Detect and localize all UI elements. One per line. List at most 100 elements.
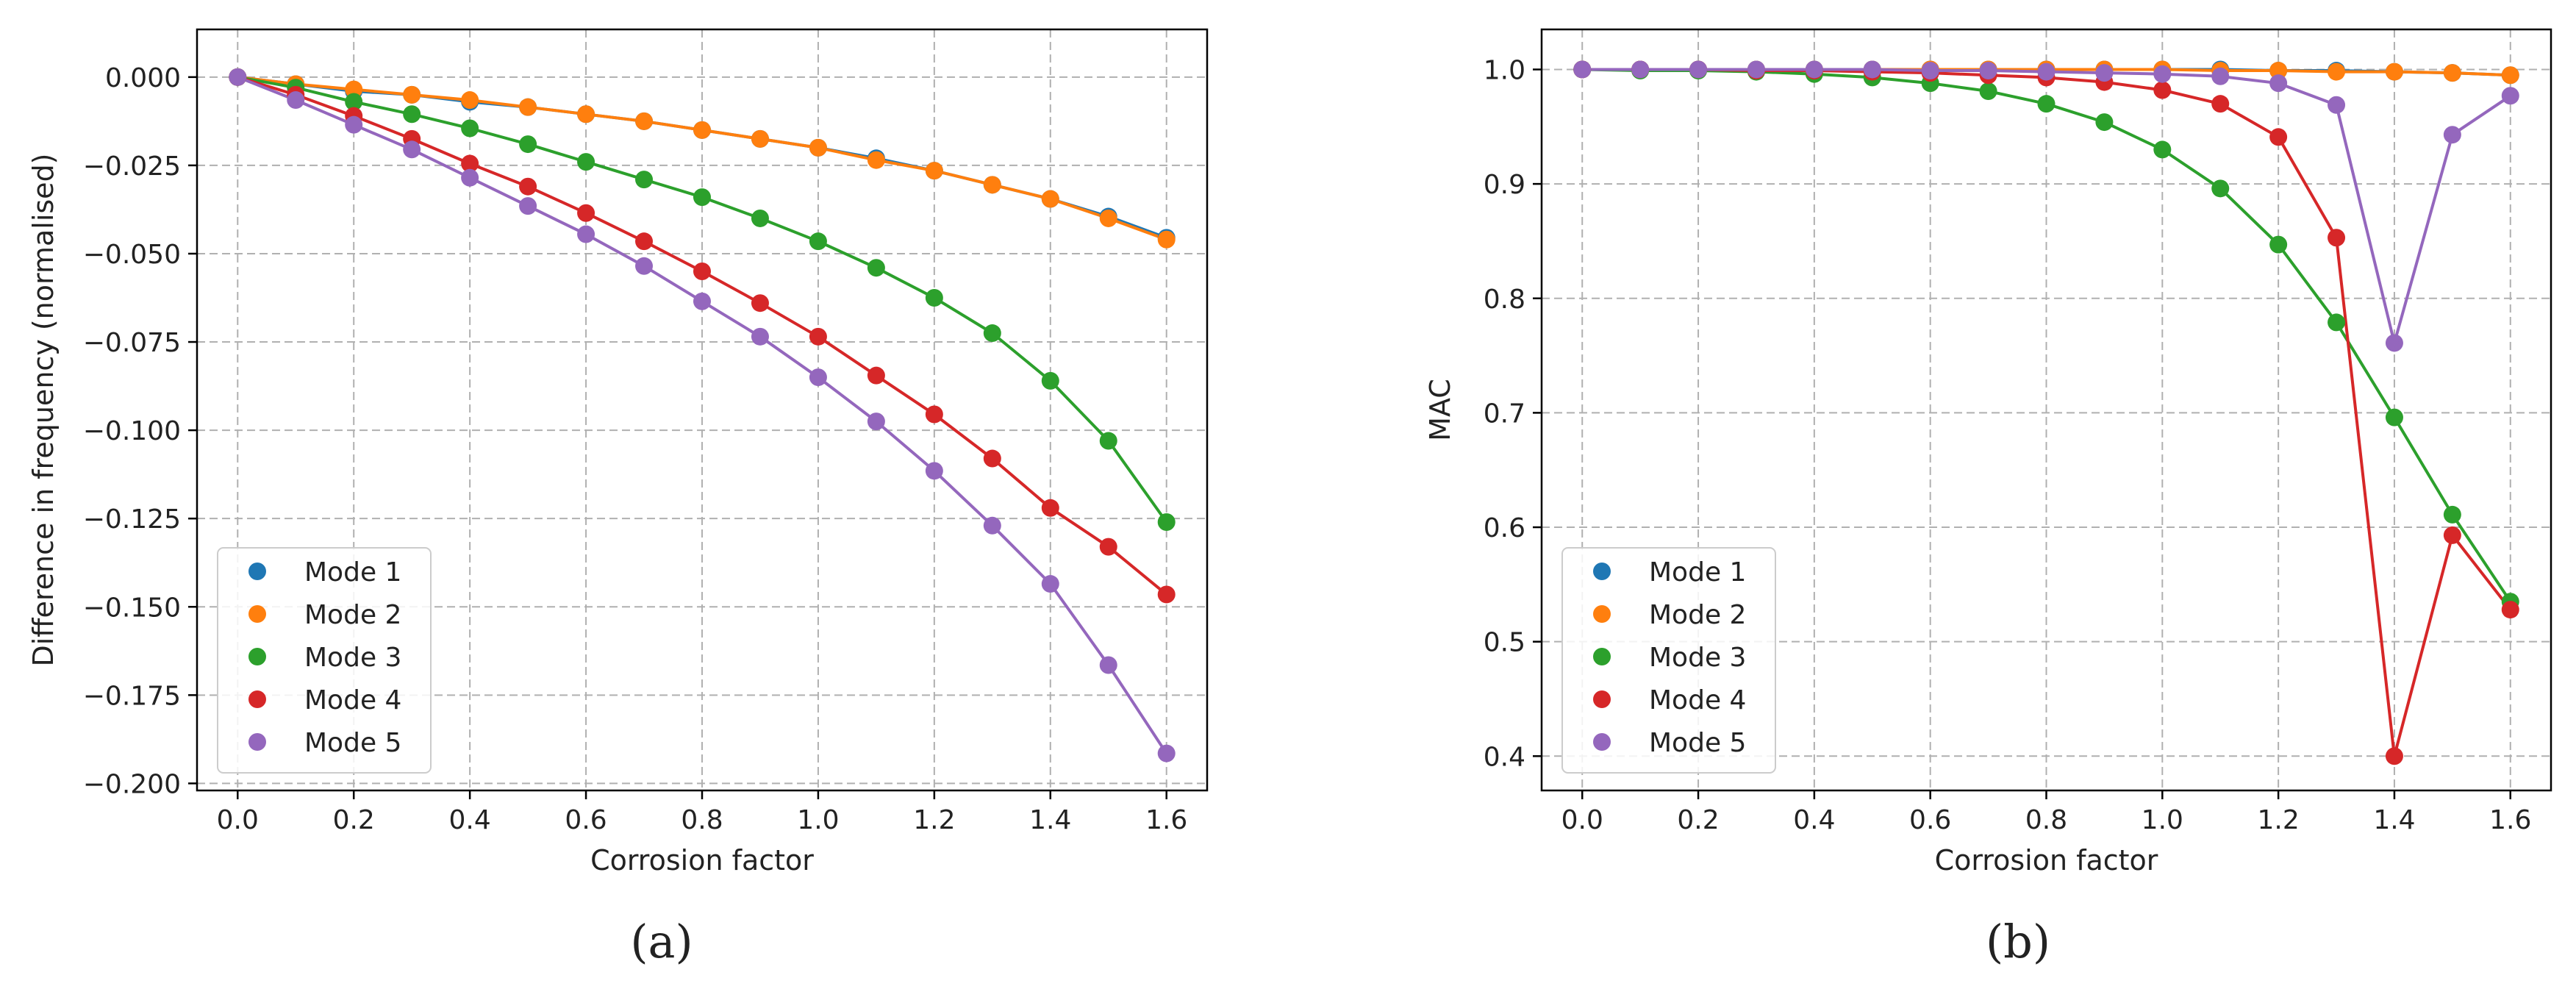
- y-tick-label: −0.125: [83, 504, 181, 535]
- data-point-mode-3: [1979, 82, 1997, 101]
- data-point-mode-4: [2269, 128, 2288, 146]
- x-tick-label: 1.4: [1029, 805, 1071, 835]
- legend-label: Mode 3: [1649, 643, 1746, 673]
- data-point-mode-5: [1689, 60, 1708, 79]
- legend-label: Mode 4: [304, 685, 401, 715]
- y-tick-label: −0.100: [83, 416, 181, 446]
- x-axis-label: Corrosion factor: [1935, 844, 2158, 876]
- y-tick-label: −0.025: [83, 151, 181, 182]
- data-point-mode-2: [519, 98, 537, 116]
- data-point-mode-5: [2328, 96, 2346, 114]
- data-point-mode-3: [2443, 505, 2461, 524]
- data-point-mode-5: [2501, 87, 2519, 105]
- x-tick-label: 1.2: [913, 805, 955, 835]
- x-tick-label: 0.8: [2025, 805, 2067, 835]
- data-point-mode-5: [983, 516, 1001, 535]
- data-point-mode-3: [751, 209, 769, 227]
- data-point-mode-5: [1747, 60, 1765, 79]
- legend-marker: [248, 733, 266, 751]
- data-point-mode-4: [2153, 81, 2172, 99]
- data-point-mode-4: [2328, 229, 2346, 247]
- x-tick-label: 1.6: [2489, 805, 2531, 835]
- data-point-mode-4: [1157, 585, 1176, 604]
- data-point-mode-4: [751, 294, 769, 313]
- data-point-mode-3: [693, 188, 711, 207]
- data-point-mode-5: [693, 292, 711, 310]
- data-point-mode-4: [983, 449, 1001, 468]
- data-point-mode-3: [2211, 179, 2230, 198]
- legend-marker: [248, 690, 266, 708]
- data-point-mode-5: [2037, 63, 2056, 81]
- data-point-mode-3: [635, 171, 654, 189]
- y-tick-label: 0.7: [1484, 399, 1525, 429]
- data-point-mode-5: [229, 68, 247, 86]
- y-axis-label: Difference in frequency (normalised): [27, 153, 60, 666]
- legend-box: [217, 547, 432, 774]
- data-point-mode-4: [867, 366, 885, 385]
- data-point-mode-5: [2153, 65, 2172, 83]
- data-point-mode-5: [635, 257, 654, 275]
- data-point-mode-2: [751, 129, 769, 148]
- x-axis-label: Corrosion factor: [590, 844, 814, 876]
- x-tick-label: 0.6: [565, 805, 607, 835]
- data-point-mode-2: [2328, 63, 2346, 81]
- legend-marker: [248, 605, 266, 623]
- data-point-mode-4: [2501, 601, 2519, 619]
- y-tick-label: 0.000: [105, 63, 181, 93]
- x-tick-label: 0.0: [1561, 805, 1603, 835]
- data-point-mode-5: [2211, 67, 2230, 85]
- data-point-mode-3: [577, 153, 595, 171]
- y-tick-label: −0.075: [83, 328, 181, 358]
- data-point-mode-5: [1157, 744, 1176, 763]
- chart-panel-a: 0.0 0.2 0.4 0.6 0.8 1.0 1.2 1.4 1.6 0.000 −0.025 −0…: [27, 28, 1209, 968]
- data-point-mode-3: [2385, 408, 2403, 426]
- legend-label: Mode 2: [304, 600, 401, 630]
- data-point-mode-5: [577, 225, 595, 243]
- data-point-mode-5: [345, 115, 363, 134]
- data-point-mode-5: [1041, 575, 1059, 593]
- data-point-mode-3: [2269, 235, 2288, 254]
- x-tick-label: 1.6: [1145, 805, 1187, 835]
- legend-label: Mode 2: [1649, 600, 1746, 630]
- data-point-mode-5: [2385, 334, 2403, 352]
- data-point-mode-3: [1157, 513, 1176, 531]
- data-point-mode-4: [2443, 526, 2461, 544]
- data-point-mode-2: [925, 162, 943, 180]
- panel-label: (a): [630, 915, 693, 968]
- data-point-mode-3: [2095, 113, 2114, 132]
- data-point-mode-4: [635, 232, 654, 251]
- data-point-mode-5: [287, 91, 305, 110]
- y-tick-label: 0.6: [1484, 513, 1525, 543]
- data-point-mode-2: [983, 176, 1001, 194]
- data-point-mode-5: [1863, 60, 1881, 79]
- legend-label: Mode 5: [1649, 728, 1746, 758]
- data-point-mode-5: [751, 327, 769, 346]
- data-point-mode-4: [1041, 499, 1059, 517]
- x-tick-label: 1.4: [2373, 805, 2415, 835]
- data-point-mode-3: [867, 259, 885, 277]
- data-point-mode-5: [1979, 62, 1997, 80]
- data-point-mode-3: [809, 232, 827, 251]
- data-point-mode-5: [1099, 656, 1117, 674]
- legend-marker: [1593, 690, 1611, 708]
- y-tick-label: −0.150: [83, 593, 181, 623]
- data-point-mode-5: [1805, 60, 1823, 79]
- data-point-mode-2: [1099, 209, 1117, 227]
- data-point-mode-2: [693, 121, 711, 139]
- data-point-mode-3: [1099, 432, 1117, 450]
- x-tick-label: 0.8: [681, 805, 723, 835]
- y-tick-label: 1.0: [1484, 55, 1525, 85]
- data-point-mode-2: [461, 91, 479, 110]
- data-point-mode-2: [2501, 66, 2519, 85]
- data-point-mode-5: [1921, 62, 1939, 80]
- data-point-mode-5: [2443, 126, 2461, 144]
- legend-label: Mode 1: [304, 557, 401, 588]
- legend-label: Mode 4: [1649, 685, 1746, 715]
- data-point-mode-2: [809, 138, 827, 157]
- data-point-mode-5: [461, 168, 479, 187]
- y-tick-label: 0.9: [1484, 170, 1525, 200]
- legend-marker: [1593, 605, 1611, 623]
- data-point-mode-5: [925, 462, 943, 480]
- legend-label: Mode 3: [304, 643, 401, 673]
- data-point-mode-5: [2095, 64, 2114, 82]
